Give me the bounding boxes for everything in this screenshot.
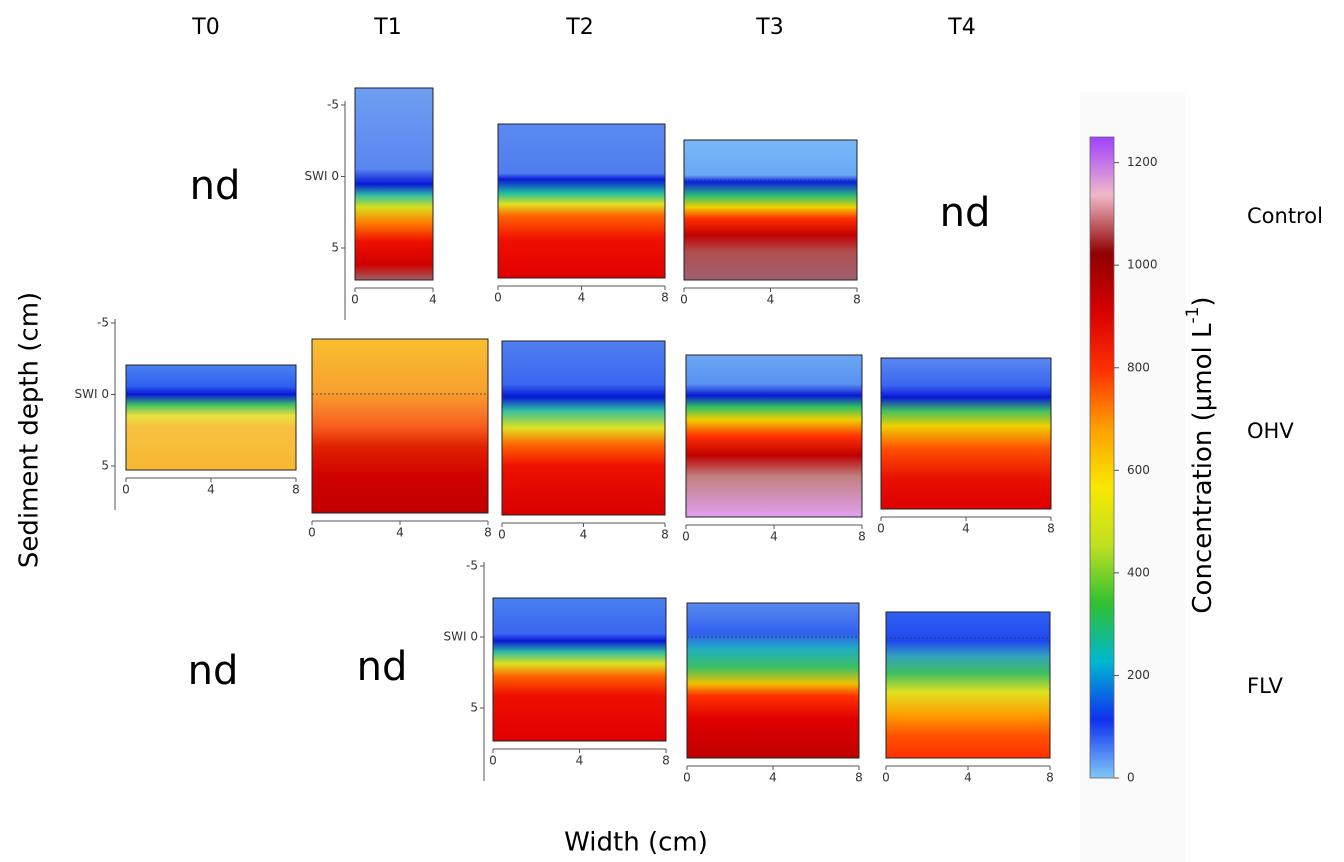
row-label: OHV: [1247, 419, 1294, 443]
x-tick-label: 0: [877, 522, 885, 536]
concentration-map: [492, 597, 667, 742]
row-label: Control: [1247, 204, 1323, 228]
column-label: T2: [565, 15, 593, 40]
concentration-map: [885, 611, 1051, 759]
x-tick-label: 8: [853, 293, 861, 307]
concentration-map: [501, 340, 666, 516]
column-label: T1: [373, 15, 401, 40]
x-tick-label: 0: [494, 291, 502, 305]
x-tick-label: 4: [770, 530, 778, 544]
column-label: T0: [191, 15, 219, 40]
colorbar-title: Concentration (µmol L-1): [1183, 296, 1218, 613]
y-tick-label: -5: [327, 98, 339, 112]
concentration-map: [497, 123, 666, 279]
x-tick-label: 4: [207, 483, 215, 497]
colorbar-tick-label: 400: [1127, 565, 1150, 579]
x-tick-label: 4: [769, 771, 777, 785]
y-tick-label: -5: [97, 316, 109, 330]
y-tick-label: SWI 0: [75, 387, 109, 401]
colorbar-tick-label: 600: [1127, 463, 1150, 477]
x-tick-label: 0: [680, 293, 688, 307]
x-tick-label: 0: [489, 754, 497, 768]
x-tick-label: 0: [882, 771, 890, 785]
x-tick-label: 8: [292, 483, 300, 497]
column-label: T4: [947, 15, 975, 40]
column-label: T3: [755, 15, 783, 40]
x-tick-label: 8: [855, 771, 863, 785]
y-tick-label: SWI 0: [305, 169, 339, 183]
nd-label: nd: [190, 163, 241, 209]
y-tick-label: 5: [331, 241, 339, 255]
x-tick-label: 8: [662, 754, 670, 768]
concentration-map: [311, 338, 489, 514]
colorbar-tick-label: 1000: [1127, 258, 1158, 272]
concentration-map: [354, 87, 434, 281]
y-tick-label: SWI 0: [444, 630, 478, 644]
x-tick-label: 4: [578, 291, 586, 305]
x-tick-label: 4: [767, 293, 775, 307]
colorbar-title-end: ): [1188, 296, 1218, 306]
colorbar-tick-label: 0: [1127, 771, 1135, 785]
x-axis-title: Width (cm): [564, 828, 708, 858]
concentration-map: [685, 354, 863, 518]
concentration-map: [683, 139, 858, 281]
x-tick-label: 8: [1047, 522, 1055, 536]
colorbar-title-part: Concentration (µmol L: [1188, 323, 1218, 614]
nd-label: nd: [940, 190, 991, 236]
x-tick-label: 4: [576, 754, 584, 768]
x-tick-label: 0: [683, 771, 691, 785]
row-label: FLV: [1247, 674, 1283, 698]
x-tick-label: 8: [484, 526, 492, 540]
colorbar-tick-label: 800: [1127, 360, 1150, 374]
x-tick-label: 4: [962, 522, 970, 536]
x-tick-label: 8: [661, 528, 669, 542]
x-tick-label: 0: [122, 483, 130, 497]
concentration-map: [686, 602, 860, 759]
x-tick-label: 4: [964, 771, 972, 785]
colorbar-title-sup: -1: [1183, 307, 1203, 324]
x-tick-label: 8: [1046, 771, 1054, 785]
colorbar: [1089, 136, 1115, 779]
y-tick-label: 5: [470, 701, 478, 715]
colorbar-tick-label: 1200: [1127, 155, 1158, 169]
y-axis-title: Sediment depth (cm): [15, 292, 45, 568]
x-tick-label: 4: [580, 528, 588, 542]
x-tick-label: 8: [858, 530, 866, 544]
x-tick-label: 4: [396, 526, 404, 540]
x-tick-label: 4: [429, 293, 437, 307]
x-tick-label: 0: [351, 293, 359, 307]
y-tick-label: -5: [466, 559, 478, 573]
concentration-map: [125, 364, 297, 471]
nd-label: nd: [188, 648, 239, 694]
x-tick-label: 8: [661, 291, 669, 305]
x-tick-label: 0: [498, 528, 506, 542]
x-tick-label: 0: [308, 526, 316, 540]
concentration-map: [880, 357, 1052, 510]
nd-label: nd: [357, 644, 408, 690]
colorbar-tick-label: 200: [1127, 668, 1150, 682]
y-tick-label: 5: [101, 459, 109, 473]
x-tick-label: 0: [682, 530, 690, 544]
